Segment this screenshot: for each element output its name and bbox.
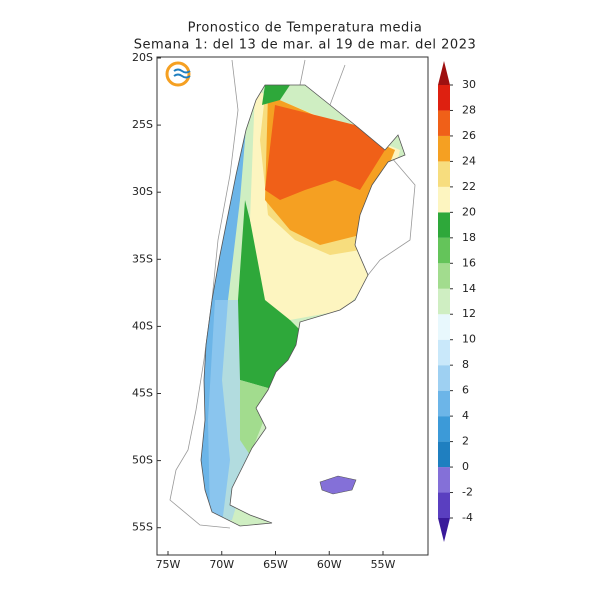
colorbar-label: -2	[462, 486, 473, 499]
lat-label: 25S	[132, 118, 153, 131]
lon-label: 55W	[371, 558, 396, 571]
map-subtitle: Semana 1: del 13 de mar. al 19 de mar. d…	[134, 38, 477, 53]
map-title: Pronostico de Temperatura media	[188, 21, 423, 36]
colorbar-label: 2	[462, 435, 469, 448]
colorbar-segment	[438, 365, 450, 391]
colorbar-segment	[438, 186, 450, 213]
lat-label: 50S	[132, 454, 153, 467]
colorbar-label: 20	[462, 205, 476, 218]
lon-label: 75W	[156, 558, 181, 571]
lon-label: 60W	[317, 558, 342, 571]
lon-label: 70W	[209, 558, 234, 571]
colorbar-label: 26	[462, 129, 476, 142]
colorbar-label: 8	[462, 358, 469, 371]
colorbar-segment	[438, 263, 450, 289]
colorbar-segment	[438, 161, 450, 187]
colorbar-label: 6	[462, 384, 469, 397]
lat-label: 55S	[132, 521, 153, 534]
colorbar-segment	[438, 390, 450, 417]
colorbar-label: 14	[462, 282, 476, 295]
colorbar-label: 10	[462, 333, 476, 346]
colorbar-segment	[438, 212, 450, 238]
colorbar-segment	[438, 288, 450, 315]
colorbar-label: -4	[462, 511, 473, 524]
colorbar-label: 30	[462, 78, 476, 91]
colorbar-segment	[438, 416, 450, 442]
colorbar-arrow	[438, 518, 450, 542]
colorbar-arrow	[438, 61, 450, 85]
lat-label: 40S	[132, 319, 153, 332]
colorbar-segment	[438, 135, 450, 162]
logo	[165, 61, 191, 87]
colorbar-label: 16	[462, 256, 476, 269]
lon-label: 65W	[263, 558, 288, 571]
colorbar-segment	[438, 110, 450, 136]
colorbar-segment	[438, 339, 450, 366]
colorbar-label: 18	[462, 231, 476, 244]
country-outline	[200, 84, 406, 527]
colorbar-segment	[438, 314, 450, 340]
colorbar-label: 0	[462, 460, 469, 473]
lat-label: 30S	[132, 185, 153, 198]
colorbar-segment	[438, 492, 450, 518]
colorbar-label: 22	[462, 180, 476, 193]
colorbar-segment	[438, 237, 450, 264]
colorbar-label: 4	[462, 409, 469, 422]
borders	[169, 59, 416, 529]
colorbar-label: 12	[462, 307, 476, 320]
colorbar-label: 28	[462, 103, 476, 116]
colorbar-label: 24	[462, 154, 476, 167]
lat-label: 45S	[132, 387, 153, 400]
colorbar-segment	[438, 441, 450, 468]
islands	[319, 475, 357, 495]
colorbar-segment	[438, 85, 450, 111]
colorbar-segment	[438, 467, 450, 493]
lat-label: 35S	[132, 252, 153, 265]
lat-label: 20S	[132, 51, 153, 64]
